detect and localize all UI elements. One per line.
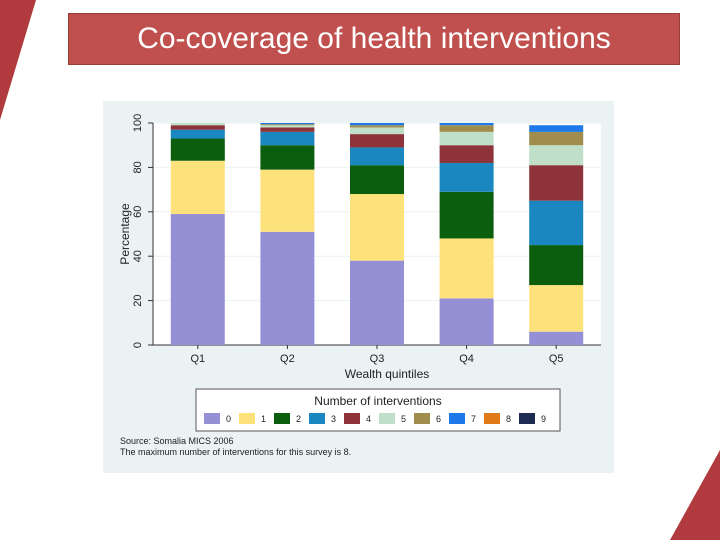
legend-swatch-5 bbox=[379, 413, 395, 424]
bar-segment-q2-3 bbox=[260, 131, 315, 146]
y-tick-label: 60 bbox=[132, 206, 144, 218]
bar-segment-q3-5 bbox=[350, 127, 404, 135]
bar-segment-q2-7 bbox=[260, 123, 315, 125]
bar-segment-q4-0 bbox=[439, 298, 494, 345]
legend-swatch-7 bbox=[449, 413, 465, 424]
bar-segment-q2-0 bbox=[260, 231, 315, 345]
bar-segment-q5-3 bbox=[529, 200, 584, 246]
bar-segment-q2-4 bbox=[260, 127, 315, 132]
legend-swatch-6 bbox=[414, 413, 430, 424]
y-tick-label: 80 bbox=[132, 161, 144, 173]
chart-notes: Source: Somalia MICS 2006 The maximum nu… bbox=[120, 436, 351, 458]
chart-note-source: Source: Somalia MICS 2006 bbox=[120, 436, 234, 446]
y-tick-label: 100 bbox=[132, 114, 144, 132]
legend-label-1: 1 bbox=[261, 414, 266, 424]
y-axis-label: Percentage bbox=[118, 203, 132, 265]
x-tick-label-q3: Q3 bbox=[370, 353, 385, 365]
x-tick-label-q2: Q2 bbox=[280, 353, 295, 365]
legend-swatch-9 bbox=[519, 413, 535, 424]
bar-segment-q3-0 bbox=[350, 260, 404, 345]
y-tick-label: 40 bbox=[132, 250, 144, 262]
bar-segment-q3-6 bbox=[350, 125, 404, 128]
bar-segment-q4-1 bbox=[439, 238, 494, 299]
bar-segment-q2-6 bbox=[260, 124, 315, 126]
title-banner: Co-coverage of health interventions bbox=[68, 13, 680, 65]
legend-swatch-8 bbox=[484, 413, 500, 424]
bar-segment-q2-1 bbox=[260, 169, 315, 232]
bar-segment-q2-5 bbox=[260, 125, 315, 128]
bar-segment-q4-2 bbox=[439, 191, 494, 239]
bar-segment-q4-4 bbox=[439, 145, 494, 163]
legend-label-2: 2 bbox=[296, 414, 301, 424]
bar-segment-q1-5 bbox=[170, 123, 225, 126]
bar-segment-q5-2 bbox=[529, 245, 584, 286]
legend-label-0: 0 bbox=[226, 414, 231, 424]
corner-decoration-top-left bbox=[0, 0, 36, 120]
bar-segment-q3-3 bbox=[350, 147, 404, 166]
legend-swatch-1 bbox=[239, 413, 255, 424]
y-tick-label: 20 bbox=[132, 294, 144, 306]
bar-segment-q3-2 bbox=[350, 165, 404, 195]
bar-segment-q4-6 bbox=[439, 125, 494, 132]
corner-decoration-bottom-right bbox=[670, 450, 720, 540]
y-tick-label: 0 bbox=[132, 342, 144, 348]
bar-segment-q5-7 bbox=[529, 125, 584, 132]
bar-segment-q5-4 bbox=[529, 165, 584, 201]
bar-segment-q4-3 bbox=[439, 162, 494, 192]
bar-segment-q4-7 bbox=[439, 123, 494, 126]
bar-segment-q1-4 bbox=[170, 125, 225, 130]
legend-swatch-3 bbox=[309, 413, 325, 424]
chart-panel: 0 20 40 60 80 100 Percentage Q1 Q2 Q3 Q4 Q5 Wealth q… bbox=[103, 101, 614, 473]
bar-segment-q5-0 bbox=[529, 331, 584, 345]
bar-segment-q3-7 bbox=[350, 123, 404, 126]
x-tick-label-q5: Q5 bbox=[549, 353, 564, 365]
x-tick-label-q1: Q1 bbox=[190, 353, 205, 365]
legend-label-6: 6 bbox=[436, 414, 441, 424]
bar-segment-q2-2 bbox=[260, 145, 315, 170]
bar-segment-q1-2 bbox=[170, 138, 225, 161]
legend-label-4: 4 bbox=[366, 414, 371, 424]
bar-segment-q1-3 bbox=[170, 129, 225, 139]
bar-segment-q5-1 bbox=[529, 285, 584, 332]
legend-label-9: 9 bbox=[541, 414, 546, 424]
bar-segment-q3-4 bbox=[350, 134, 404, 148]
legend-label-8: 8 bbox=[506, 414, 511, 424]
bar-segment-q1-0 bbox=[170, 214, 225, 345]
bar-segment-q1-1 bbox=[170, 160, 225, 215]
legend-title: Number of interventions bbox=[314, 394, 441, 408]
legend-label-7: 7 bbox=[471, 414, 476, 424]
legend-swatch-4 bbox=[344, 413, 360, 424]
bar-segment-q5-6 bbox=[529, 131, 584, 146]
bar-segment-q5-5 bbox=[529, 145, 584, 166]
legend-label-5: 5 bbox=[401, 414, 406, 424]
x-tick-label-q4: Q4 bbox=[459, 353, 474, 365]
page-title: Co-coverage of health interventions bbox=[137, 22, 611, 55]
legend-swatch-0 bbox=[204, 413, 220, 424]
chart-note-max: The maximum number of interventions for … bbox=[120, 447, 352, 457]
bar-segment-q4-5 bbox=[439, 131, 494, 146]
legend-swatch-2 bbox=[274, 413, 290, 424]
x-axis-label: Wealth quintiles bbox=[345, 367, 430, 381]
bar-segment-q3-1 bbox=[350, 194, 404, 261]
legend-label-3: 3 bbox=[331, 414, 336, 424]
